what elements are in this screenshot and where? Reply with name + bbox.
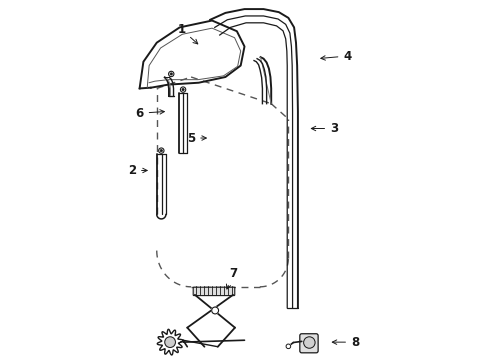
Text: 6: 6 [135,107,164,120]
Circle shape [164,337,175,347]
Circle shape [170,73,172,75]
Text: 4: 4 [320,50,351,63]
Text: 8: 8 [332,336,359,348]
Text: 2: 2 [128,164,147,177]
Text: 7: 7 [226,267,237,289]
FancyBboxPatch shape [193,287,234,296]
Circle shape [285,344,290,348]
Circle shape [211,307,218,314]
Circle shape [182,89,184,91]
FancyBboxPatch shape [299,334,318,353]
Text: 3: 3 [311,122,338,135]
Circle shape [303,337,314,348]
Circle shape [160,149,162,152]
Text: 5: 5 [186,131,206,144]
Text: 1: 1 [177,23,197,44]
